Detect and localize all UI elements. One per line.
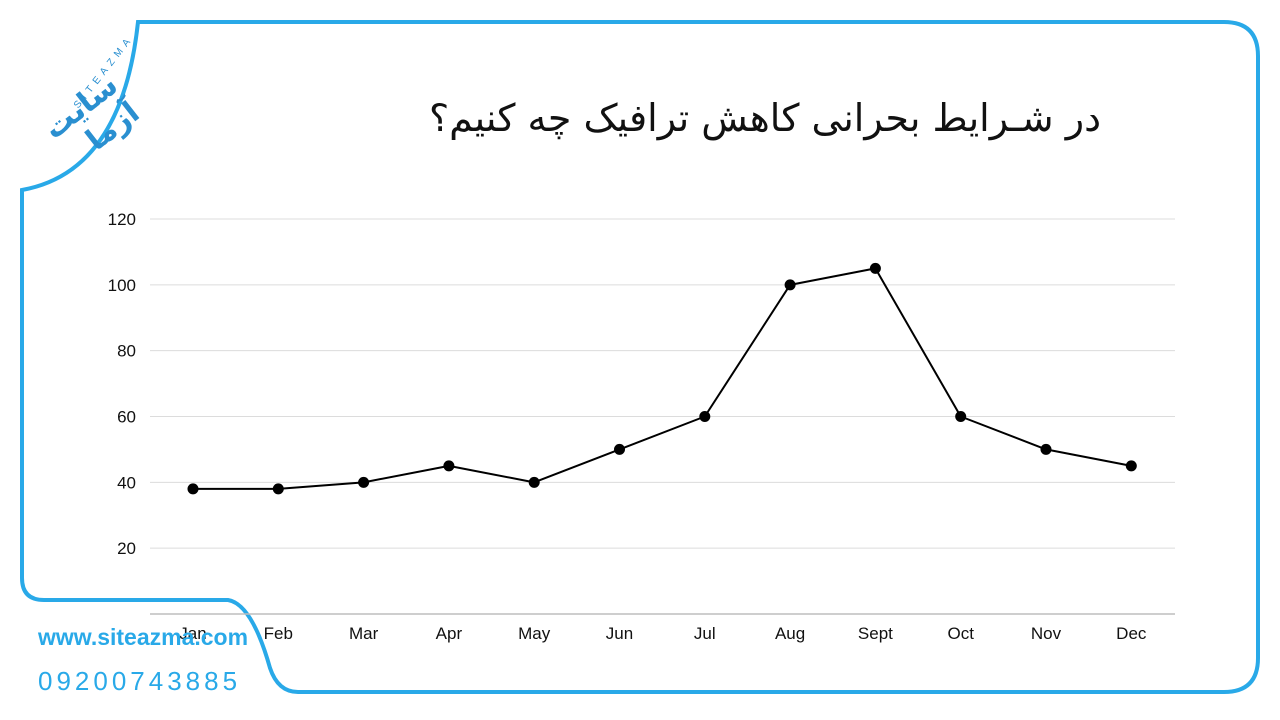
data-point: [955, 411, 967, 422]
x-tick-label: Nov: [1031, 624, 1062, 643]
y-tick-label: 20: [117, 539, 136, 558]
x-tick-label: May: [518, 624, 551, 643]
data-point: [784, 279, 796, 291]
website-link[interactable]: www.siteazma.com: [38, 624, 249, 650]
x-tick-label: Jul: [694, 624, 716, 643]
x-tick-label: Jun: [606, 624, 633, 643]
series-line: [193, 267, 1132, 490]
data-point: [358, 476, 370, 488]
y-tick-label: 120: [108, 210, 136, 229]
chart-grid: [150, 218, 1175, 549]
y-tick-label: 40: [117, 473, 136, 492]
data-point: [272, 483, 284, 495]
data-point: [443, 460, 455, 472]
data-point: [699, 411, 711, 422]
data-point: [869, 262, 881, 274]
y-tick-label: 60: [117, 408, 136, 427]
x-tick-label: Jan: [179, 624, 206, 643]
x-tick-label: Dec: [1116, 624, 1147, 643]
x-axis: Jan Feb Mar Apr May Jun Jul Aug Sept Oct Nov Dec: [150, 613, 1175, 643]
x-tick-label: Mar: [349, 624, 379, 643]
frame-border: [20, 20, 1260, 694]
x-tick-label: Feb: [264, 624, 293, 643]
data-point: [614, 443, 625, 455]
y-axis: 20 40 60 80 100 120: [108, 210, 136, 558]
page-title: در شـرایط بحرانی کاهش ترافیک چه کنیم؟: [428, 96, 1101, 140]
data-point: [1040, 443, 1052, 455]
y-tick-label: 100: [108, 276, 136, 295]
data-point: [1125, 460, 1137, 472]
x-tick-label: Sept: [858, 624, 893, 643]
data-point: [528, 476, 540, 488]
x-tick-label: Aug: [775, 624, 805, 643]
chart-series: [187, 262, 1137, 495]
x-tick-label: Apr: [436, 624, 463, 643]
phone-number: 09200743885: [38, 666, 242, 696]
x-tick-label: Oct: [947, 624, 974, 643]
y-tick-label: 80: [117, 342, 136, 361]
data-point: [187, 483, 199, 495]
